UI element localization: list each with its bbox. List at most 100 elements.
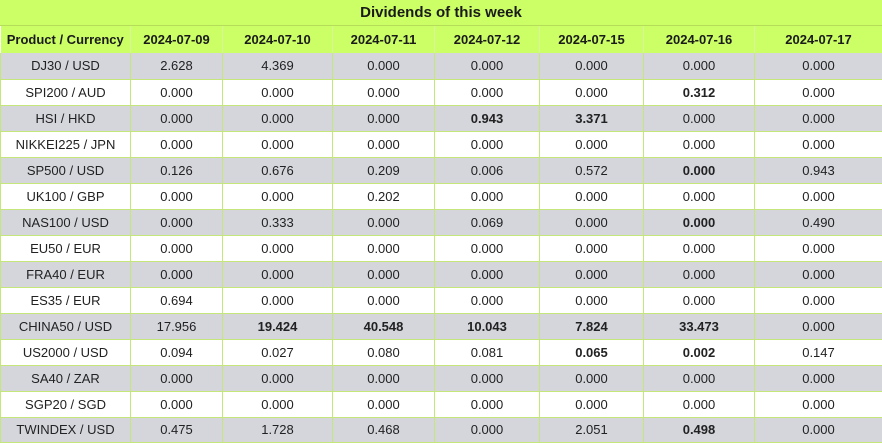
product-currency-cell: HSI / HKD — [0, 105, 131, 132]
table-row: TWINDEX / USD 0.475 1.728 0.468 0.000 2.051 0.… — [0, 417, 882, 443]
dividend-value-cell: 0.000 — [222, 183, 333, 210]
dividend-value-cell: 0.000 — [332, 261, 435, 288]
dividend-value-cell: 0.000 — [434, 235, 540, 262]
dividend-value-cell: 0.000 — [332, 105, 435, 132]
dividend-value-cell: 0.000 — [434, 287, 540, 314]
dividend-value-cell: 0.027 — [222, 339, 333, 366]
dividend-value-cell: 0.000 — [643, 105, 755, 132]
dividend-value-cell: 0.000 — [754, 365, 882, 392]
dividend-value-cell: 0.000 — [754, 79, 882, 106]
table-row: UK100 / GBP 0.000 0.000 0.202 0.000 0.000 0.00… — [0, 183, 882, 210]
dividend-value-cell: 0.000 — [434, 79, 540, 106]
dividend-value-cell: 0.000 — [332, 53, 435, 80]
dividend-value-cell: 0.000 — [539, 391, 644, 418]
column-header-date: 2024-07-16 — [643, 26, 755, 53]
column-header-date: 2024-07-17 — [754, 26, 882, 53]
dividend-value-cell: 0.000 — [539, 235, 644, 262]
dividend-value-cell: 0.000 — [754, 131, 882, 158]
dividends-table: Product / Currency 2024-07-09 2024-07-10… — [0, 26, 882, 443]
dividend-value-cell: 0.000 — [130, 261, 223, 288]
dividend-value-cell: 7.824 — [539, 313, 644, 340]
dividend-value-cell: 17.956 — [130, 313, 223, 340]
dividend-value-cell: 0.000 — [539, 131, 644, 158]
header-row: Product / Currency 2024-07-09 2024-07-10… — [0, 26, 882, 53]
dividend-value-cell: 0.000 — [434, 53, 540, 80]
dividend-value-cell: 0.000 — [643, 287, 755, 314]
dividend-value-cell: 0.002 — [643, 339, 755, 366]
dividend-value-cell: 40.548 — [332, 313, 435, 340]
table-row: CHINA50 / USD 17.956 19.424 40.548 10.043 7.8… — [0, 313, 882, 340]
dividend-value-cell: 0.000 — [754, 391, 882, 418]
dividend-value-cell: 0.000 — [434, 417, 540, 443]
column-header-date: 2024-07-09 — [130, 26, 223, 53]
dividend-value-cell: 0.000 — [434, 391, 540, 418]
table-row: HSI / HKD 0.000 0.000 0.000 0.943 3.371 0.000 0… — [0, 105, 882, 132]
dividend-value-cell: 0.000 — [434, 261, 540, 288]
dividend-value-cell: 0.000 — [539, 261, 644, 288]
dividend-value-cell: 0.000 — [332, 365, 435, 392]
dividend-value-cell: 0.000 — [539, 209, 644, 236]
product-currency-cell: DJ30 / USD — [0, 53, 131, 80]
dividend-value-cell: 0.694 — [130, 287, 223, 314]
dividend-value-cell: 0.000 — [332, 235, 435, 262]
table-row: SP500 / USD 0.126 0.676 0.209 0.006 0.572 0.00… — [0, 157, 882, 184]
dividend-value-cell: 0.676 — [222, 157, 333, 184]
product-currency-cell: NAS100 / USD — [0, 209, 131, 236]
dividend-value-cell: 0.000 — [130, 131, 223, 158]
dividend-value-cell: 0.000 — [643, 235, 755, 262]
table-row: SA40 / ZAR 0.000 0.000 0.000 0.000 0.000 0.000… — [0, 365, 882, 392]
table-row: SGP20 / SGD 0.000 0.000 0.000 0.000 0.000 0.00… — [0, 391, 882, 418]
dividend-value-cell: 0.000 — [643, 53, 755, 80]
table-title: Dividends of this week — [0, 0, 882, 26]
table-row: NAS100 / USD 0.000 0.333 0.000 0.069 0.000 0.0… — [0, 209, 882, 236]
dividend-value-cell: 0.000 — [332, 79, 435, 106]
dividend-value-cell: 0.000 — [539, 287, 644, 314]
dividend-value-cell: 0.000 — [539, 79, 644, 106]
dividend-value-cell: 0.147 — [754, 339, 882, 366]
dividend-value-cell: 0.000 — [434, 365, 540, 392]
dividend-value-cell: 0.000 — [539, 183, 644, 210]
dividend-value-cell: 0.006 — [434, 157, 540, 184]
dividend-value-cell: 0.000 — [130, 365, 223, 392]
dividend-value-cell: 33.473 — [643, 313, 755, 340]
table-row: US2000 / USD 0.094 0.027 0.080 0.081 0.065 0.0… — [0, 339, 882, 366]
dividend-value-cell: 0.000 — [130, 183, 223, 210]
dividend-value-cell: 0.000 — [539, 365, 644, 392]
dividend-value-cell: 0.000 — [332, 209, 435, 236]
dividend-value-cell: 0.126 — [130, 157, 223, 184]
dividend-value-cell: 0.000 — [643, 131, 755, 158]
dividend-value-cell: 0.000 — [643, 391, 755, 418]
dividend-value-cell: 0.468 — [332, 417, 435, 443]
dividend-value-cell: 0.000 — [754, 235, 882, 262]
product-currency-cell: SP500 / USD — [0, 157, 131, 184]
dividend-value-cell: 0.498 — [643, 417, 755, 443]
column-header-date: 2024-07-12 — [434, 26, 540, 53]
dividend-value-cell: 0.000 — [754, 261, 882, 288]
dividend-value-cell: 0.000 — [222, 365, 333, 392]
column-header-date: 2024-07-15 — [539, 26, 644, 53]
table-row: ES35 / EUR 0.694 0.000 0.000 0.000 0.000 0.000… — [0, 287, 882, 314]
dividend-value-cell: 0.000 — [130, 391, 223, 418]
dividend-value-cell: 0.069 — [434, 209, 540, 236]
dividend-value-cell: 0.475 — [130, 417, 223, 443]
dividend-value-cell: 2.628 — [130, 53, 223, 80]
dividend-value-cell: 0.000 — [643, 183, 755, 210]
dividend-value-cell: 1.728 — [222, 417, 333, 443]
dividend-value-cell: 19.424 — [222, 313, 333, 340]
product-currency-cell: UK100 / GBP — [0, 183, 131, 210]
dividend-value-cell: 0.000 — [754, 183, 882, 210]
product-currency-cell: NIKKEI225 / JPN — [0, 131, 131, 158]
dividend-value-cell: 3.371 — [539, 105, 644, 132]
dividend-value-cell: 0.943 — [434, 105, 540, 132]
dividend-value-cell: 0.202 — [332, 183, 435, 210]
dividend-value-cell: 0.572 — [539, 157, 644, 184]
product-currency-cell: ES35 / EUR — [0, 287, 131, 314]
dividend-value-cell: 0.065 — [539, 339, 644, 366]
dividend-value-cell: 0.000 — [130, 105, 223, 132]
product-currency-cell: EU50 / EUR — [0, 235, 131, 262]
table-row: EU50 / EUR 0.000 0.000 0.000 0.000 0.000 0.000… — [0, 235, 882, 262]
product-currency-cell: FRA40 / EUR — [0, 261, 131, 288]
dividend-value-cell: 0.333 — [222, 209, 333, 236]
dividend-value-cell: 0.080 — [332, 339, 435, 366]
dividend-value-cell: 0.000 — [222, 287, 333, 314]
